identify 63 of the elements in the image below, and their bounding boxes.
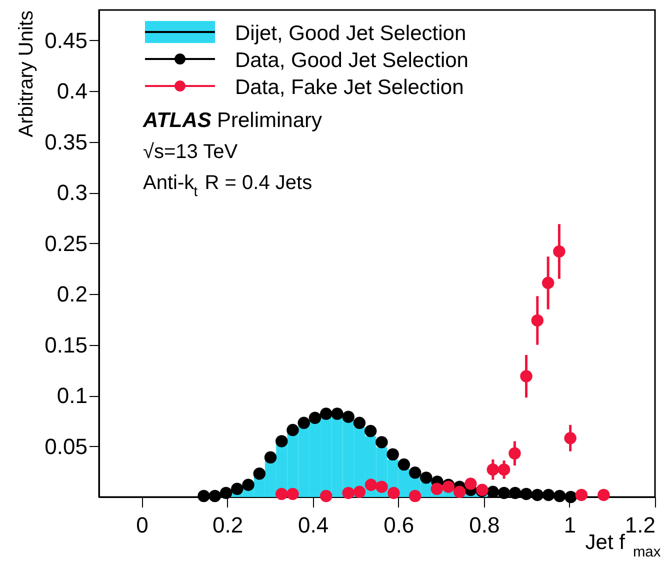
point [276,488,288,500]
point [342,410,354,423]
point [298,416,310,430]
annotation: √s=13 TeV [143,141,238,163]
point [554,490,566,502]
point [575,488,588,502]
point [420,472,432,484]
point [198,490,210,502]
y-tick-label: 0.15 [44,332,88,358]
point [520,488,532,500]
y-tick-label: 0.1 [56,383,88,408]
point [398,458,410,471]
point [353,486,366,498]
y-tick-label: 0.4 [56,78,88,104]
x-tick-label: 1 [564,512,576,538]
x-tick-label: 0.6 [384,512,414,538]
point [542,488,555,502]
point [320,408,332,420]
x-tick-label: 0.4 [298,512,329,538]
point [598,488,610,502]
point [564,490,577,504]
point [388,486,400,500]
point [308,412,322,424]
point [220,486,232,500]
point [264,451,277,464]
y-tick-label: 0.45 [44,28,88,53]
point [231,482,244,495]
point [242,478,254,491]
point [320,490,332,502]
y-tick-label: 0.05 [44,434,88,459]
annotation: Preliminary [217,109,323,132]
point [408,490,422,502]
y-tick-label: 0.2 [56,282,88,307]
point [408,466,422,479]
point [364,424,377,438]
y-tick-label: 0.25 [44,230,88,256]
x-tick-label: 0 [136,512,148,538]
legend-label: Dijet, Good Jet Selection [235,22,466,45]
point [509,486,522,500]
x-tick-label: 0.8 [469,512,500,538]
point [376,480,388,493]
point [531,488,544,502]
point [430,482,443,495]
point [498,486,510,500]
y-tick-label: 0.3 [56,180,88,206]
x-tick-label: 0.2 [212,512,244,538]
x-tick-label: 1.2 [624,512,656,538]
point [331,408,344,420]
annotation: ATLAS [142,109,212,132]
point [276,435,288,448]
y-axis-title: Arbitrary Units [16,10,38,138]
point [342,486,354,500]
legend-label: Data, Good Jet Selection [235,49,468,72]
point [253,468,266,480]
legend-label: Data, Fake Jet Selection [235,76,464,99]
point [286,424,299,436]
point [453,486,466,498]
point [353,416,366,430]
point [376,436,388,448]
point [208,490,222,502]
point [286,488,299,500]
point [386,448,399,460]
y-tick-label: 0.35 [44,129,88,154]
